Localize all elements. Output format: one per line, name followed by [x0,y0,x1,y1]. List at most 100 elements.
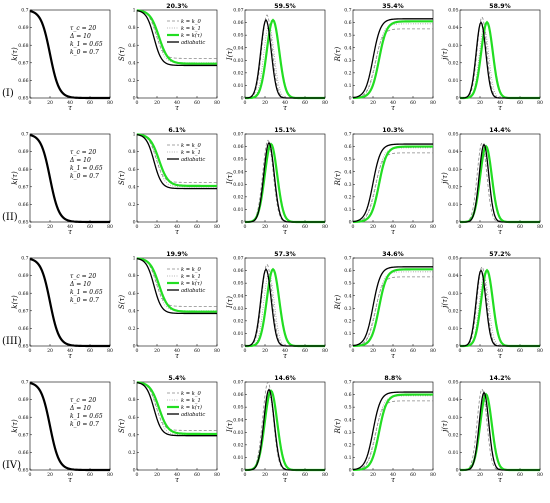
y-tick-label: 0.1 [344,331,351,337]
x-tick-label: 80 [107,224,113,230]
x-tick-label: 20 [47,100,53,106]
y-axis-label: R(τ) [334,170,342,186]
y-axis-label: j(τ) [441,48,449,62]
y-axis-label: k(τ) [11,419,19,433]
I-curve-adiabatic [244,18,325,99]
legend-entry: k = k(τ) [181,404,202,411]
x-tick-label: 60 [87,224,93,230]
y-tick-label: 0.8 [128,273,135,279]
x-axis-label: τ [391,352,395,360]
param-text: τ_c = 20 [70,149,96,156]
legend-entry: adiabatic [181,288,205,294]
param-text: Δ = 10 [69,405,91,412]
legend-entry: k = k_1 [181,274,201,280]
y-tick-label: 0 [241,96,244,102]
y-tick-label: 0 [349,344,352,350]
x-tick-label: 60 [517,224,523,230]
y-tick-label: 0.03 [448,291,458,297]
x-tick-label: 60 [87,348,93,354]
I-curve-adiabatic [245,141,325,223]
y-tick-label: 0.2 [128,202,135,208]
y-tick-label: 0.01 [448,78,458,84]
x-tick-label: 0 [136,224,139,230]
R-curve-k1 [352,395,433,471]
y-tick-label: 0.02 [448,308,458,314]
legend-entry: k = k_1 [181,398,201,404]
x-tick-label: 20 [262,348,268,354]
percentage-label: 14.6% [274,375,295,382]
y-axis-label: k(τ) [11,295,19,309]
y-tick-label: 0.68 [18,43,28,49]
y-tick-label: 0 [349,468,352,474]
x-tick-label: 0 [244,100,247,106]
y-tick-label: 0.07 [233,380,243,386]
x-tick-label: 80 [214,100,220,106]
x-tick-label: 80 [214,224,220,230]
y-tick-label: 0.05 [448,256,458,262]
x-tick-label: 0 [136,348,139,354]
y-tick-label: 0 [456,468,459,474]
y-tick-label: 0.4 [344,293,351,299]
x-tick-label: 20 [262,100,268,106]
x-axis-label: τ [498,104,502,112]
row-label: (III) [2,336,22,347]
j-curve-kt [459,144,540,224]
percentage-label: 57.3% [274,251,295,258]
x-tick-label: 20 [47,224,53,230]
x-axis-label: τ [498,352,502,360]
y-tick-label: 0.01 [448,326,458,332]
x-tick-label: 0 [459,348,462,354]
y-tick-label: 0.04 [448,149,458,155]
x-tick-label: 40 [390,348,396,354]
y-tick-label: 0.03 [233,58,243,64]
x-axis-label: τ [391,104,395,112]
x-tick-label: 60 [194,472,200,478]
x-tick-label: 20 [47,348,53,354]
y-tick-label: 0.7 [344,380,351,386]
R-curve-k0 [352,276,433,347]
x-axis-label: τ [391,476,395,484]
x-tick-label: 40 [174,348,180,354]
x-axis-label: τ [498,476,502,484]
legend-entry: k = k_0 [181,143,202,149]
y-tick-label: 0.05 [448,132,458,138]
percentage-label: 58.9% [489,3,510,10]
y-tick-label: 0.07 [233,8,243,14]
param-text: Δ = 10 [69,157,91,164]
y-tick-label: 0.05 [448,380,458,386]
y-tick-label: 0.6 [344,144,351,150]
R-curve-adiabatic [352,18,433,99]
x-tick-label: 40 [67,472,73,478]
x-tick-label: 80 [107,472,113,478]
y-axis-label: S(τ) [118,295,126,309]
y-tick-label: 0.4 [128,184,135,190]
y-tick-label: 0.04 [448,25,458,31]
y-tick-label: 0.5 [344,405,351,411]
y-tick-label: 0.06 [233,392,243,398]
row-label: (II) [2,212,18,223]
x-tick-label: 20 [370,100,376,106]
R-curve-adiabatic [352,266,433,347]
x-tick-label: 0 [29,472,32,478]
x-tick-label: 40 [67,224,73,230]
x-tick-label: 0 [459,472,462,478]
j-curve-k0 [459,142,540,223]
j-curve-k1 [460,150,540,223]
x-tick-label: 0 [29,224,32,230]
j-curve-kt [459,392,540,472]
S-curve-kt [136,381,217,436]
x-tick-label: 60 [302,348,308,354]
y-tick-label: 0.03 [448,167,458,173]
plot-frame [459,381,541,471]
y-tick-label: 0.2 [344,194,351,200]
x-tick-label: 80 [537,472,543,478]
x-axis-label: τ [68,104,72,112]
x-axis-label: τ [68,352,72,360]
x-tick-label: 20 [477,348,483,354]
y-tick-label: 0.68 [18,291,28,297]
y-tick-label: 0.03 [448,415,458,421]
x-tick-label: 80 [322,472,328,478]
y-tick-label: 0.02 [448,60,458,66]
legend-entry: k = k_0 [181,267,202,273]
x-axis-label: τ [175,228,179,236]
